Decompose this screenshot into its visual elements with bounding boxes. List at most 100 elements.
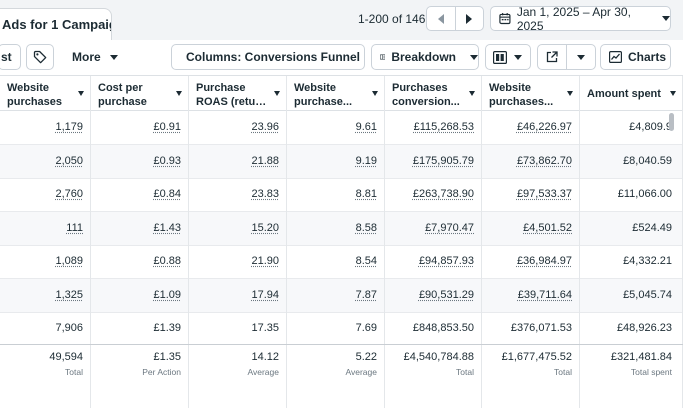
cell-value: £376,071.53 [511, 322, 572, 334]
column-header-label: Website [294, 81, 366, 95]
cell-purchase-roas[interactable]: 23.83 [189, 178, 287, 212]
cell-website-purchase-roas[interactable]: 7.87 [287, 279, 385, 313]
column-header-label: purchases [7, 95, 72, 109]
cell-cost-per-purchase[interactable]: £0.88 [91, 245, 189, 279]
cell-cost-per-purchase[interactable]: £1.09 [91, 279, 189, 313]
cell-website-purchases[interactable]: 2,050 [0, 145, 91, 179]
cell-value: £848,853.50 [413, 322, 474, 334]
cell-website-purchases-conversion-value[interactable]: £73,862.70 [482, 145, 580, 179]
cell-purchases-conversion-value[interactable]: £90,531.29 [385, 279, 482, 313]
cell-website-purchase-roas[interactable]: 9.19 [287, 145, 385, 179]
more-menu-button[interactable]: More [60, 44, 124, 70]
cell-purchase-roas[interactable]: 15.20 [189, 212, 287, 246]
cell-value: £0.91 [153, 121, 181, 133]
cell-cost-per-purchase[interactable]: £0.93 [91, 145, 189, 179]
cell-website-purchases-conversion-value[interactable]: £46,226.97 [482, 111, 580, 145]
cell-website-purchases[interactable]: 1,179 [0, 111, 91, 145]
sort-caret-icon [670, 91, 676, 96]
reports-dropdown[interactable] [485, 44, 531, 70]
previous-page-button[interactable] [427, 7, 455, 30]
sort-caret-icon [176, 91, 182, 96]
column-header-purchases-conversion-value[interactable]: Purchases conversion... [385, 76, 482, 111]
column-header-website-purchase-roas[interactable]: Website purchase... [287, 76, 385, 111]
cell-website-purchases-conversion-value[interactable]: £97,533.37 [482, 178, 580, 212]
cell-website-purchase-roas[interactable]: 8.54 [287, 245, 385, 279]
cell-website-purchase-roas[interactable]: 9.61 [287, 111, 385, 145]
cell-purchases-conversion-value[interactable]: £263,738.90 [385, 178, 482, 212]
cell-purchases-conversion-value[interactable]: £175,905.79 [385, 145, 482, 179]
breakdown-dropdown[interactable]: Breakdown [371, 44, 479, 70]
cell-value: 2,050 [55, 155, 83, 167]
table-row[interactable]: 2,760 £0.84 23.83 8.81 £263,738.90 £97,533.37… [0, 178, 683, 212]
column-header-website-purchases[interactable]: Website purchases [0, 76, 91, 111]
cell-website-purchases[interactable]: 111 [0, 212, 91, 246]
cell-website-purchases-conversion-value[interactable]: £4,501.52 [482, 212, 580, 246]
tag-icon [33, 50, 47, 64]
cell-website-purchase-roas[interactable]: 8.81 [287, 178, 385, 212]
cell-value: 9.61 [356, 121, 377, 133]
chevron-down-icon [470, 55, 478, 60]
cell-website-purchase-roas: 7.69 [287, 312, 385, 346]
cell-value: 1,325 [55, 289, 83, 301]
cell-value: £48,926.23 [617, 322, 672, 334]
table-row[interactable]: 111 £1.43 15.20 8.58 £7,970.47 £4,501.52 £524.… [0, 212, 683, 246]
cell-value: 2,760 [55, 188, 83, 200]
cell-purchases-conversion-value[interactable]: £94,857.93 [385, 245, 482, 279]
cell-value: 21.88 [251, 155, 279, 167]
charts-button[interactable]: Charts [600, 44, 671, 70]
breakdown-icon [380, 51, 385, 63]
cell-purchase-roas[interactable]: 21.90 [189, 245, 287, 279]
cell-purchase-roas[interactable]: 23.96 [189, 111, 287, 145]
table-row[interactable]: 1,179 £0.91 23.96 9.61 £115,268.53 £46,226.97… [0, 111, 683, 145]
cell-amount-spent: £4,332.21 [580, 245, 683, 279]
cell-purchases-conversion-value[interactable]: £115,268.53 [385, 111, 482, 145]
cell-value: £7,970.47 [425, 222, 474, 234]
column-header-website-purchases-conversion-value[interactable]: Website purchases... [482, 76, 580, 111]
total-cost-per-purchase: £1.35 Per Action [91, 345, 189, 408]
column-header-cost-per-purchase[interactable]: Cost per purchase [91, 76, 189, 111]
cell-website-purchases[interactable]: 1,089 [0, 245, 91, 279]
column-header-amount-spent[interactable]: Amount spent [580, 76, 683, 111]
total-value: 14.12 [189, 351, 279, 363]
export-button[interactable] [538, 51, 566, 63]
cell-value: 23.96 [251, 121, 279, 133]
vertical-scrollbar[interactable] [669, 113, 674, 131]
export-split-button[interactable] [537, 44, 596, 70]
tag-button[interactable] [26, 44, 54, 70]
total-caption: Average [189, 367, 279, 377]
columns-dropdown[interactable]: Columns: Conversions Funnel [171, 44, 365, 70]
column-header-label: Purchases [392, 81, 463, 95]
total-value: £1,677,475.52 [482, 351, 572, 363]
export-icon [546, 51, 558, 63]
chart-icon [609, 51, 622, 63]
cell-website-purchases[interactable]: 2,760 [0, 178, 91, 212]
column-header-purchase-roas[interactable]: Purchase ROAS (retur... [189, 76, 287, 111]
total-value: £321,481.84 [580, 351, 672, 363]
cell-website-purchases-conversion-value[interactable]: £39,711.64 [482, 279, 580, 313]
table-toolbar: st More Columns: Conversions Funnel Brea… [0, 40, 683, 76]
cell-website-purchases-conversion-value: £376,071.53 [482, 312, 580, 346]
table-row[interactable]: 2,050 £0.93 21.88 9.19 £175,905.79 £73,862.70… [0, 145, 683, 179]
export-options-button[interactable] [567, 55, 595, 60]
next-page-button[interactable] [455, 7, 484, 30]
table-row[interactable]: 1,325 £1.09 17.94 7.87 £90,531.29 £39,711.64 £… [0, 279, 683, 313]
table-row[interactable]: 7,906 £1.39 17.35 7.69 £848,853.50 £376,071.5… [0, 312, 683, 346]
cell-website-purchases[interactable]: 1,325 [0, 279, 91, 313]
cell-cost-per-purchase[interactable]: £0.84 [91, 178, 189, 212]
cell-website-purchases-conversion-value[interactable]: £36,984.97 [482, 245, 580, 279]
cell-purchases-conversion-value[interactable]: £7,970.47 [385, 212, 482, 246]
cell-purchase-roas[interactable]: 21.88 [189, 145, 287, 179]
partial-toolbar-button[interactable]: st [0, 44, 21, 70]
date-range-label: Jan 1, 2025 – Apr 30, 2025 [517, 5, 648, 33]
cell-website-purchase-roas[interactable]: 8.58 [287, 212, 385, 246]
table-row[interactable]: 1,089 £0.88 21.90 8.54 £94,857.93 £36,984.97 £… [0, 245, 683, 279]
ads-tab-title[interactable]: Ads for 1 Campaign [0, 8, 112, 40]
cell-cost-per-purchase[interactable]: £1.43 [91, 212, 189, 246]
reports-icon [493, 51, 507, 64]
cell-value: 7,906 [55, 322, 83, 334]
cell-purchase-roas[interactable]: 17.94 [189, 279, 287, 313]
total-caption: Total spent [580, 367, 672, 377]
date-range-picker[interactable]: Jan 1, 2025 – Apr 30, 2025 [490, 6, 671, 31]
cell-value: £4,332.21 [623, 255, 672, 267]
cell-cost-per-purchase[interactable]: £0.91 [91, 111, 189, 145]
